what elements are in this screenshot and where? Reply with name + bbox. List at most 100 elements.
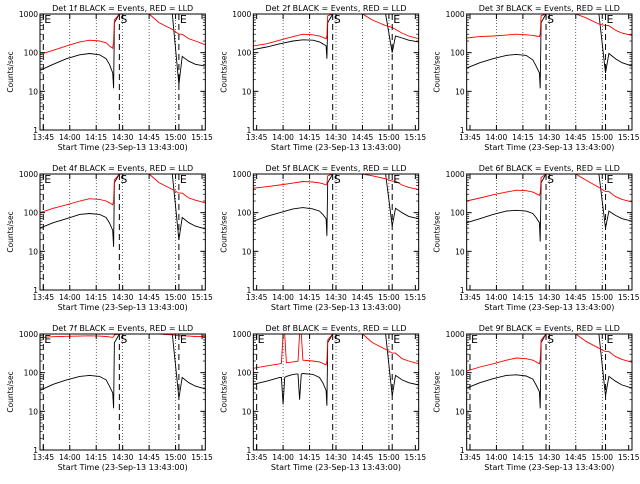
x-tick-label: 15:15 [191, 293, 213, 302]
y-axis-label: Counts/sec [6, 211, 15, 252]
y-tick-label: 100 [237, 49, 252, 58]
y-tick-label: 1 [460, 286, 465, 295]
event-marker-label: E [180, 13, 187, 26]
x-tick-label: 13:45 [459, 453, 481, 462]
x-tick-label: 13:45 [246, 293, 268, 302]
x-tick-label: 14:15 [299, 293, 321, 302]
chart-title: Det 5f BLACK = Events, RED = LLD [265, 164, 406, 173]
y-tick-label: 100 [24, 49, 39, 58]
chart-title: Det 3f BLACK = Events, RED = LLD [479, 4, 620, 13]
y-axis-label: Counts/sec [219, 51, 228, 92]
chart-title: Det 1f BLACK = Events, RED = LLD [52, 4, 193, 13]
y-tick-label: 1 [247, 126, 252, 135]
y-tick-label: 10 [242, 407, 252, 416]
y-tick-label: 100 [237, 369, 252, 378]
x-tick-label: 15:15 [618, 453, 640, 462]
x-tick-label: 14:15 [299, 453, 321, 462]
x-tick-label: 15:15 [405, 133, 427, 142]
x-tick-label: 14:30 [112, 133, 134, 142]
y-tick-label: 1000 [446, 330, 465, 339]
x-tick-label: 14:45 [138, 133, 160, 142]
chart-title: Det 9f BLACK = Events, RED = LLD [479, 324, 620, 333]
x-tick-label: 14:15 [85, 293, 107, 302]
y-axis-label: Counts/sec [6, 51, 15, 92]
x-tick-label: 15:15 [405, 293, 427, 302]
x-tick-label: 14:30 [112, 293, 134, 302]
y-tick-label: 1 [247, 446, 252, 455]
x-tick-label: 14:30 [325, 133, 347, 142]
x-tick-label: 14:00 [486, 453, 508, 462]
x-tick-label: 14:45 [352, 133, 374, 142]
x-tick-label: 13:45 [32, 453, 54, 462]
y-tick-label: 1 [33, 446, 38, 455]
x-tick-label: 14:45 [352, 293, 374, 302]
x-tick-label: 14:45 [565, 133, 587, 142]
x-tick-label: 14:30 [112, 453, 134, 462]
x-tick-label: 14:30 [325, 293, 347, 302]
x-axis-label: Start Time (23-Sep-13 13:43:00) [58, 143, 188, 152]
y-tick-label: 1000 [19, 170, 38, 179]
y-tick-label: 10 [455, 87, 465, 96]
y-tick-label: 1000 [19, 330, 38, 339]
x-tick-label: 14:30 [539, 133, 561, 142]
event-marker-label: S [547, 13, 554, 26]
y-tick-label: 1000 [232, 330, 251, 339]
y-tick-label: 100 [24, 369, 39, 378]
y-tick-label: 10 [242, 87, 252, 96]
event-marker-label: E [258, 333, 265, 346]
x-tick-label: 14:15 [512, 293, 534, 302]
y-tick-label: 100 [450, 49, 465, 58]
x-tick-label: 15:15 [191, 453, 213, 462]
x-tick-label: 15:15 [618, 293, 640, 302]
x-tick-label: 13:45 [246, 133, 268, 142]
x-tick-label: 15:00 [378, 453, 400, 462]
y-tick-label: 100 [24, 209, 39, 218]
chart-title: Det 7f BLACK = Events, RED = LLD [52, 324, 193, 333]
y-tick-label: 1000 [446, 170, 465, 179]
x-tick-label: 14:30 [325, 453, 347, 462]
x-tick-label: 14:45 [565, 453, 587, 462]
x-axis-label: Start Time (23-Sep-13 13:43:00) [271, 303, 401, 312]
y-tick-label: 10 [28, 247, 38, 256]
x-axis-label: Start Time (23-Sep-13 13:43:00) [58, 303, 188, 312]
y-tick-label: 10 [28, 407, 38, 416]
x-tick-label: 14:00 [59, 453, 81, 462]
event-marker-label: S [120, 173, 127, 186]
event-marker-label: E [44, 13, 51, 26]
x-tick-label: 14:30 [539, 293, 561, 302]
x-tick-label: 13:45 [459, 293, 481, 302]
chart-title: Det 6f BLACK = Events, RED = LLD [479, 164, 620, 173]
y-tick-label: 10 [28, 87, 38, 96]
x-axis-label: Start Time (23-Sep-13 13:43:00) [484, 463, 614, 472]
event-marker-label: E [180, 333, 187, 346]
event-marker-label: E [607, 333, 614, 346]
y-tick-label: 1000 [232, 170, 251, 179]
x-axis-label: Start Time (23-Sep-13 13:43:00) [484, 143, 614, 152]
y-axis-label: Counts/sec [433, 211, 442, 252]
y-tick-label: 100 [450, 369, 465, 378]
x-tick-label: 15:00 [165, 293, 187, 302]
event-marker-label: S [547, 173, 554, 186]
x-tick-label: 14:00 [272, 133, 294, 142]
x-tick-label: 14:30 [539, 453, 561, 462]
y-axis-label: Counts/sec [433, 371, 442, 412]
event-marker-label: E [607, 173, 614, 186]
x-tick-label: 13:45 [459, 133, 481, 142]
x-tick-label: 15:00 [591, 453, 613, 462]
x-tick-label: 13:45 [32, 133, 54, 142]
event-marker-label: S [334, 173, 341, 186]
x-tick-label: 14:45 [138, 453, 160, 462]
event-marker-label: S [334, 333, 341, 346]
event-marker-label: S [120, 13, 127, 26]
chart-title: Det 4f BLACK = Events, RED = LLD [52, 164, 193, 173]
y-tick-label: 1000 [19, 10, 38, 19]
x-tick-label: 15:15 [191, 133, 213, 142]
y-tick-label: 10 [455, 247, 465, 256]
x-tick-label: 15:00 [591, 133, 613, 142]
x-tick-label: 15:15 [405, 453, 427, 462]
